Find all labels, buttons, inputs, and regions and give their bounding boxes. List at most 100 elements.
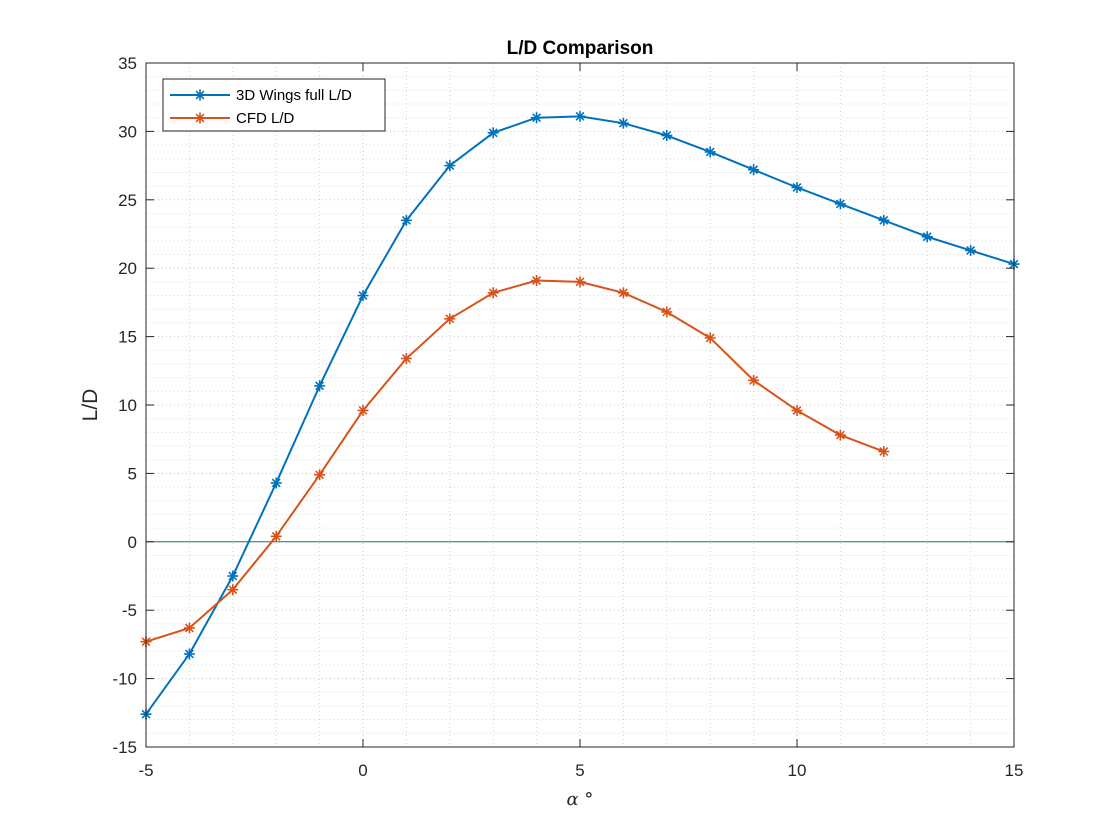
marker-stroke (228, 571, 238, 581)
y-tick-label: -10 (112, 670, 137, 689)
marker-stroke (966, 245, 976, 255)
data-point-3d-wings (661, 130, 673, 142)
y-tick-label: 25 (118, 191, 137, 210)
marker-stroke (532, 113, 542, 123)
data-point-3d-wings (704, 146, 716, 158)
marker-stroke (228, 585, 238, 595)
data-point-cfd (791, 404, 803, 416)
data-point-cfd (444, 313, 456, 325)
data-point-cfd (314, 469, 326, 481)
data-point-3d-wings (921, 231, 933, 243)
y-tick-label: 5 (128, 464, 137, 483)
data-point-cfd (270, 530, 282, 542)
legend-marker-glyph (194, 112, 206, 124)
data-point-3d-wings (444, 160, 456, 172)
marker-stroke (618, 118, 628, 128)
data-point-cfd (704, 332, 716, 344)
data-point-3d-wings (574, 110, 586, 122)
marker-stroke (271, 531, 281, 541)
data-point-cfd (487, 287, 499, 299)
y-tick-label: 20 (118, 259, 137, 278)
x-axis-ticks: -5 0 5 10 15 (138, 63, 1023, 780)
series-layer (140, 110, 1020, 720)
data-point-3d-wings (227, 570, 239, 582)
y-tick-label: -15 (112, 738, 137, 757)
marker-stroke (879, 447, 889, 456)
data-point-3d-wings (878, 214, 890, 226)
data-point-3d-wings (183, 648, 195, 660)
marker-stroke (445, 161, 455, 171)
data-point-3d-wings (400, 214, 412, 226)
marker-stroke (358, 406, 368, 415)
data-point-cfd (748, 374, 760, 386)
marker-stroke (358, 291, 368, 301)
marker-stroke (835, 199, 845, 209)
data-point-3d-wings (965, 244, 977, 256)
data-point-3d-wings (357, 290, 369, 302)
minor-grid (146, 63, 1014, 747)
legend-marker-cfd (194, 112, 206, 124)
marker-stroke (195, 113, 205, 123)
series-line-cfd (145, 279, 885, 643)
marker-stroke (705, 147, 715, 157)
legend-label-3d-wings: 3D Wings full L/D (236, 87, 352, 104)
data-point-cfd (574, 276, 586, 288)
marker-stroke (792, 183, 802, 192)
marker-stroke (401, 354, 411, 363)
marker-stroke (662, 131, 672, 140)
marker-stroke (401, 215, 411, 225)
marker-stroke (488, 128, 498, 138)
marker-stroke (662, 307, 672, 317)
data-point-cfd (227, 584, 239, 596)
legend-label-cfd: CFD L/D (236, 110, 295, 127)
y-tick-label: 15 (118, 328, 137, 347)
legend: 3D Wings full L/D CFD L/D (162, 78, 386, 132)
marker-stroke (749, 165, 759, 175)
data-point-cfd (400, 352, 412, 364)
chart-title: L/D Comparison (507, 38, 654, 59)
y-axis-ticks: -15 -10 -5 0 5 10 15 20 25 30 35 (112, 54, 1014, 757)
marker-stroke (184, 623, 194, 633)
marker-stroke (445, 314, 455, 324)
legend-entry-cfd: CFD L/D (170, 110, 295, 127)
marker-stroke (792, 406, 802, 415)
data-point-3d-wings (748, 164, 760, 176)
y-tick-label: 30 (118, 122, 137, 141)
data-point-3d-wings (531, 112, 543, 124)
y-tick-label: 35 (118, 54, 137, 73)
marker-stroke (532, 276, 542, 285)
data-point-3d-wings (314, 380, 326, 392)
marker-stroke (922, 232, 932, 242)
marker-stroke (749, 375, 759, 385)
marker-stroke (195, 90, 205, 100)
data-point-3d-wings (487, 127, 499, 139)
legend-marker-glyph (194, 89, 206, 101)
marker-stroke (575, 277, 585, 287)
y-tick-label: -5 (122, 601, 137, 620)
x-tick-label: 15 (1005, 761, 1024, 780)
data-point-3d-wings (270, 477, 282, 489)
marker-stroke (835, 430, 845, 440)
data-point-3d-wings (617, 117, 629, 129)
y-tick-label: 10 (118, 396, 137, 415)
marker-stroke (705, 333, 715, 343)
y-axis-label: L/D (79, 389, 102, 422)
x-tick-label: 0 (358, 761, 367, 780)
data-point-3d-wings (791, 181, 803, 193)
data-point-3d-wings (834, 198, 846, 210)
marker-stroke (315, 381, 325, 391)
data-point-cfd (834, 429, 846, 441)
marker-stroke (618, 288, 628, 298)
marker-stroke (879, 215, 889, 225)
y-tick-label: 0 (128, 533, 137, 552)
marker-stroke (271, 478, 281, 488)
x-tick-label: -5 (138, 761, 153, 780)
x-axis-label: α ° (567, 789, 594, 810)
data-point-cfd (617, 287, 629, 299)
marker-stroke (315, 470, 325, 480)
marker-stroke (575, 111, 585, 121)
data-point-cfd (183, 622, 195, 634)
legend-entry-3d-wings: 3D Wings full L/D (170, 87, 352, 104)
